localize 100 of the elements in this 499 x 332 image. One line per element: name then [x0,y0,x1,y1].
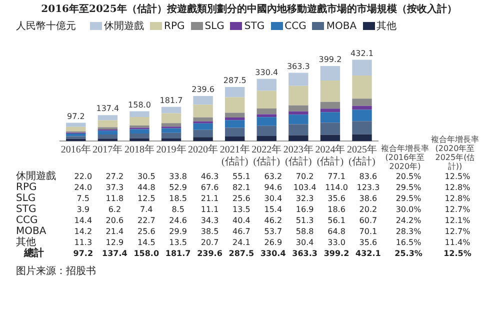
bar [193,117,213,122]
data-label: 18.6 [326,204,346,215]
bar [224,112,245,118]
data-label: 29.9 [168,226,188,237]
x-tick-label: 2020年 [188,144,218,156]
data-label: 24.6 [168,215,188,226]
bar [352,98,372,106]
data-label: 8.5 [170,204,186,215]
bar [256,108,276,114]
data-label: 67.6 [200,182,220,193]
data-label: 18.5 [168,193,188,204]
data-label: 12.9 [104,237,125,248]
data-label: 24.1 [232,237,252,248]
data-label: 33.0 [326,237,346,248]
text: RPG [16,182,37,193]
text: 137.4 [102,249,128,258]
bar [224,118,245,120]
data-label: 21.4 [104,226,125,237]
bar [98,120,118,128]
bar [352,60,372,76]
bar [352,134,372,141]
bar [193,130,213,138]
text: 287.5 [228,249,254,258]
data-label: 46.2 [263,215,284,226]
text: 總計 [22,248,45,259]
text: 12.5% [444,171,472,182]
data-label: 38.5 [200,226,220,237]
x-tick-label: 2025年(估計) [347,144,377,168]
bar [66,134,86,136]
data-label: 63.2 [263,171,284,182]
text: 28.3% [394,226,422,237]
bar [98,115,118,120]
total-label: 399.2 [318,55,342,64]
data-label: 24.0 [73,182,94,193]
text: 其他 [16,237,36,248]
bar [224,120,245,128]
data-label: 55.1 [232,171,252,182]
bar [288,72,308,86]
bar [130,138,150,141]
data-label: 70.2 [294,171,315,182]
data-label: 34.3 [200,215,220,226]
data-label: 20.2 [358,204,378,215]
bar [288,114,308,124]
bar [352,121,372,134]
bar [161,128,182,133]
data-label: 70.1 [358,226,378,237]
x-tick-label: 2018年 [124,144,154,156]
text: MOBA [16,226,46,237]
text: 20.5% [394,171,422,182]
text: 複合年增長率(2016年至2020年) [380,144,430,171]
bar [320,122,340,135]
bar [161,123,182,127]
text: 12.7% [444,226,472,237]
text: 97.2 [73,249,94,258]
data-label: 46.3 [200,171,220,182]
bar [66,136,86,139]
bar [130,133,150,138]
x-tick-label: 2023年(估計) [283,144,314,168]
text: 11.4% [444,237,472,248]
text: 29.5% [394,193,422,204]
data-label: 51.3 [294,215,315,226]
data-label: 94.6 [263,182,284,193]
data-label: 20.7 [200,237,220,248]
data-label: 103.4 [292,182,318,193]
bar [352,110,372,122]
bar [320,108,340,112]
text: 12.8% [444,182,472,193]
data-label: 30.4 [294,237,315,248]
data-label: 16.9 [294,204,315,215]
data-label: 20.6 [104,215,125,226]
legend-label: MOBA [326,20,357,32]
data-label: 30.5 [136,171,156,182]
data-label: 15.4 [263,204,284,215]
text: 12.1% [444,215,472,226]
data-label: 38.6 [358,193,378,204]
x-tick-label: 2016年 [60,144,91,156]
data-label: 3.9 [76,204,91,215]
data-label: 11.1 [200,204,220,215]
text: CCG [16,215,38,226]
total-label: 432.1 [350,48,374,58]
total-label: 137.4 [96,104,120,114]
text: 30.0% [394,204,422,215]
bar [193,137,213,141]
text: 12.8% [444,193,472,204]
bar [352,75,372,99]
text: STG [16,204,36,215]
bar [224,97,245,113]
text: SLG [16,193,36,204]
data-label: 14.4 [73,215,94,226]
data-label: 83.6 [358,171,378,182]
data-label: 52.9 [168,182,188,193]
bar [320,66,340,80]
data-label: 40.4 [232,215,252,226]
bar [161,138,182,141]
text: 24.2% [394,215,422,226]
data-label: 25.6 [232,193,252,204]
data-label: 11.3 [73,237,94,248]
bar [161,113,182,124]
data-label: 77.1 [326,171,346,182]
text: 399.2 [324,249,350,258]
